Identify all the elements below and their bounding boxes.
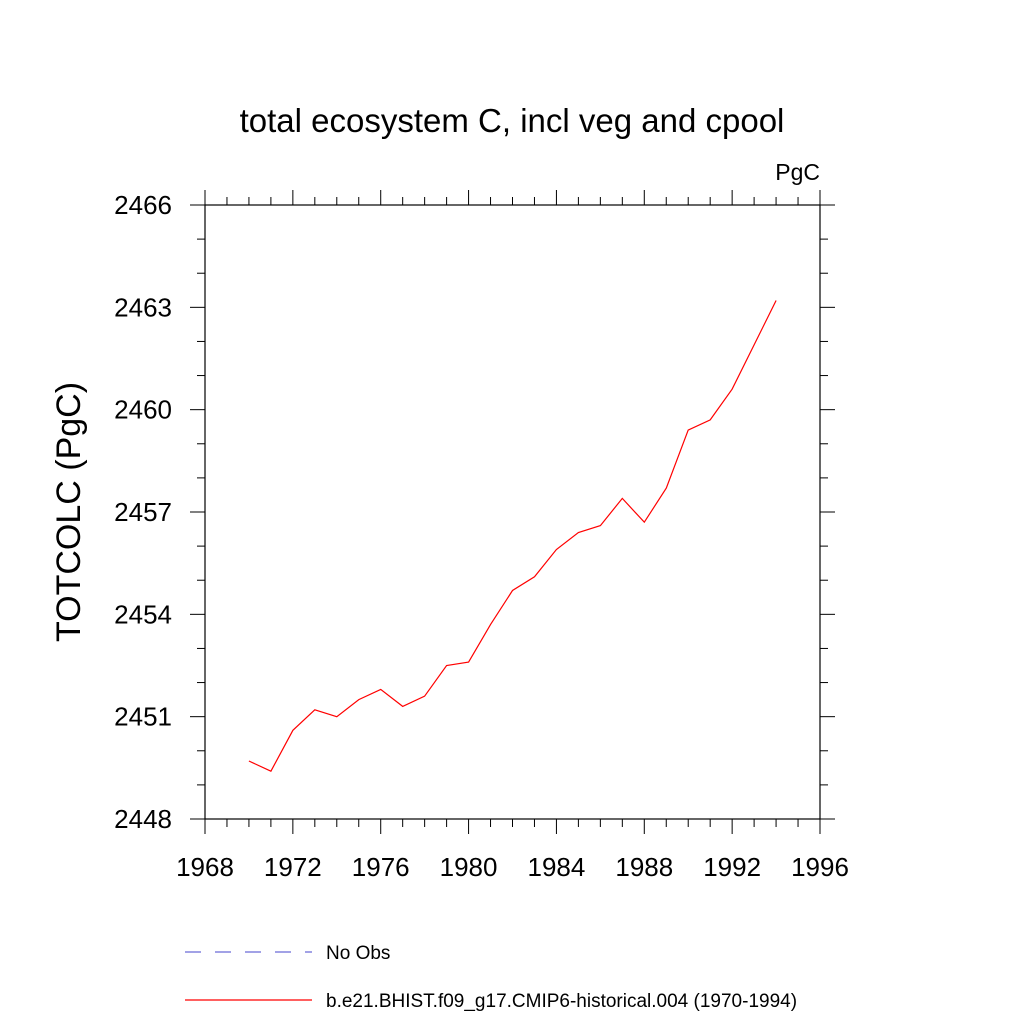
x-tick-label: 1984 [528, 852, 586, 882]
legend: No Obs b.e21.BHIST.f09_g17.CMIP6-historic… [185, 943, 797, 1012]
x-tick-label: 1988 [615, 852, 673, 882]
y-tick-label: 2448 [114, 804, 172, 834]
y-tick-label: 2460 [114, 395, 172, 425]
legend-label: b.e21.BHIST.f09_g17.CMIP6-historical.004… [326, 991, 797, 1012]
units-label: PgC [775, 159, 820, 185]
legend-label: No Obs [326, 943, 390, 964]
y-tick-label: 2466 [114, 190, 172, 220]
y-tick-label: 2454 [114, 599, 172, 629]
x-tick-label: 1968 [176, 852, 234, 882]
y-tick-label: 2457 [114, 497, 172, 527]
series-line [248, 300, 777, 772]
x-tick-label: 1976 [352, 852, 410, 882]
chart-title: total ecosystem C, incl veg and cpool [240, 102, 785, 139]
plot-area [248, 300, 777, 772]
plot-frame [204, 204, 821, 820]
y-tick-label: 2463 [114, 292, 172, 322]
x-tick-label: 1992 [703, 852, 761, 882]
y-axis-label: TOTCOLC (PgC) [50, 382, 88, 642]
axis-ticks [190, 190, 835, 834]
y-tick-label: 2451 [114, 702, 172, 732]
x-tick-label: 1996 [791, 852, 849, 882]
x-tick-label: 1980 [440, 852, 498, 882]
tick-labels: 1968 1972 1976 1980 1984 1988 1992 1996 2448 2451… [114, 190, 849, 882]
x-tick-label: 1972 [264, 852, 322, 882]
